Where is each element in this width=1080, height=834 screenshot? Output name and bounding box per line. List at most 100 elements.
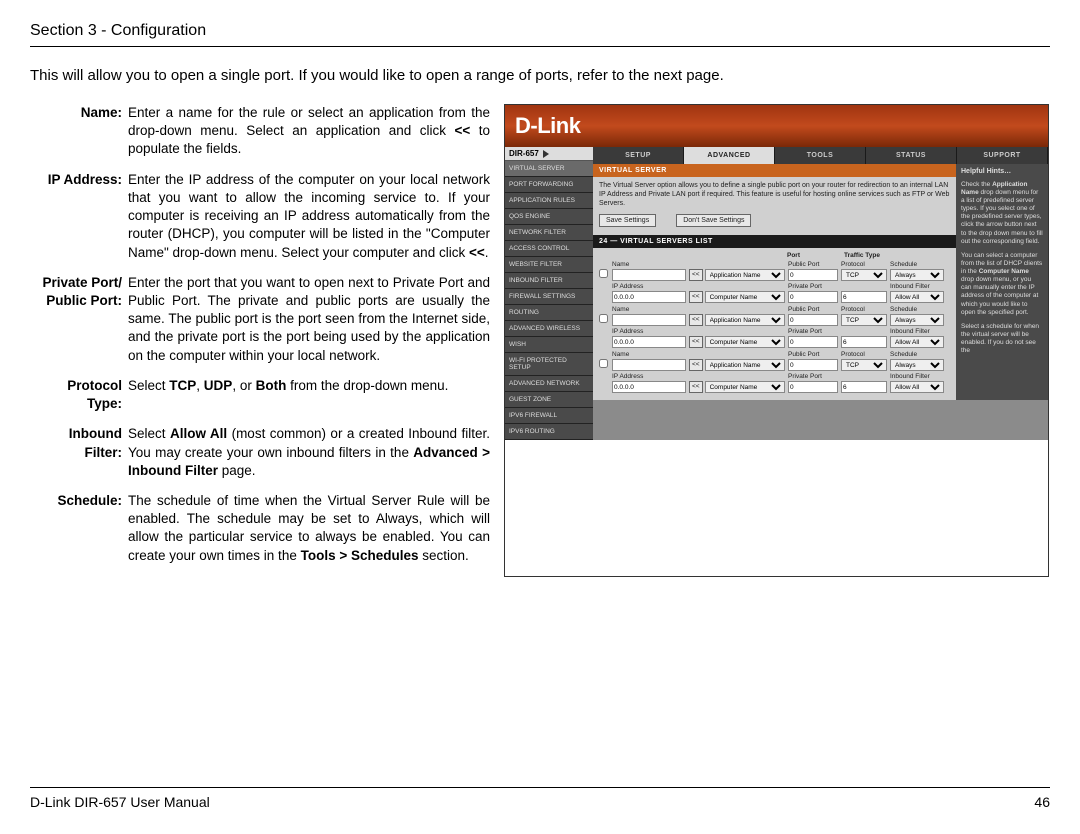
- name-label: Name: [612, 351, 686, 358]
- computer-copy-button[interactable]: <<: [689, 291, 703, 303]
- sidebar-item[interactable]: ROUTING: [505, 305, 593, 321]
- top-tab[interactable]: SUPPORT: [957, 147, 1048, 164]
- ip-label: IP Address: [612, 373, 686, 380]
- sidebar: DIR-657 VIRTUAL SERVERPORT FORWARDINGAPP…: [505, 147, 593, 440]
- def-label: Name:: [30, 104, 128, 159]
- schedule-select[interactable]: Always: [890, 359, 944, 371]
- def-label: Inbound Filter:: [30, 425, 128, 480]
- computer-select[interactable]: Computer Name: [705, 291, 785, 303]
- footer-manual-title: D-Link DIR-657 User Manual: [30, 794, 210, 810]
- application-select[interactable]: Application Name: [705, 269, 785, 281]
- def-text: The schedule of time when the Virtual Se…: [128, 492, 490, 565]
- name-input[interactable]: [612, 269, 686, 281]
- app-copy-button[interactable]: <<: [689, 359, 703, 371]
- top-tab[interactable]: SETUP: [593, 147, 684, 164]
- sidebar-item[interactable]: WEBSITE FILTER: [505, 257, 593, 273]
- row-enable-checkbox[interactable]: [599, 314, 608, 323]
- top-tab[interactable]: ADVANCED: [684, 147, 775, 164]
- schedule-select[interactable]: Always: [890, 269, 944, 281]
- private-port-input[interactable]: [788, 336, 838, 348]
- ip-input[interactable]: [612, 336, 686, 348]
- sidebar-item[interactable]: GUEST ZONE: [505, 392, 593, 408]
- private-port-label: Private Port: [788, 373, 838, 380]
- top-tab[interactable]: STATUS: [866, 147, 957, 164]
- def-label: Protocol Type:: [30, 377, 128, 413]
- sidebar-item[interactable]: VIRTUAL SERVER: [505, 161, 593, 177]
- description-text: The Virtual Server option allows you to …: [599, 182, 949, 207]
- hint-paragraph: Check the Application Name drop down men…: [961, 181, 1043, 246]
- computer-copy-button[interactable]: <<: [689, 336, 703, 348]
- schedule-label: Schedule: [890, 351, 944, 358]
- sidebar-item[interactable]: PORT FORWARDING: [505, 177, 593, 193]
- app-copy-button[interactable]: <<: [689, 269, 703, 281]
- ip-label: IP Address: [612, 283, 686, 290]
- column-header-traffic: Traffic Type: [844, 252, 880, 259]
- ip-input[interactable]: [612, 291, 686, 303]
- inbound-filter-label: Inbound Filter: [890, 373, 944, 380]
- private-port-input[interactable]: [788, 381, 838, 393]
- save-settings-button[interactable]: Save Settings: [599, 214, 656, 227]
- inbound-filter-label: Inbound Filter: [890, 328, 944, 335]
- protocol-select[interactable]: TCP: [841, 314, 887, 326]
- row-enable-checkbox[interactable]: [599, 269, 608, 278]
- row-enable-checkbox[interactable]: [599, 359, 608, 368]
- protocol-number-input[interactable]: [841, 381, 887, 393]
- hints-title: Helpful Hints…: [961, 168, 1043, 177]
- computer-select[interactable]: Computer Name: [705, 336, 785, 348]
- inbound-filter-select[interactable]: Allow All: [890, 336, 944, 348]
- description-box: The Virtual Server option allows you to …: [593, 177, 956, 235]
- public-port-label: Public Port: [788, 351, 838, 358]
- dont-save-settings-button[interactable]: Don't Save Settings: [676, 214, 751, 227]
- def-label: IP Address:: [30, 171, 128, 262]
- private-port-input[interactable]: [788, 291, 838, 303]
- private-port-label: Private Port: [788, 283, 838, 290]
- model-label: DIR-657: [505, 147, 593, 161]
- inbound-filter-select[interactable]: Allow All: [890, 291, 944, 303]
- ip-input[interactable]: [612, 381, 686, 393]
- protocol-number-input[interactable]: [841, 291, 887, 303]
- def-text: Enter the port that you want to open nex…: [128, 274, 490, 365]
- sidebar-item[interactable]: WI-FI PROTECTED SETUP: [505, 353, 593, 376]
- name-input[interactable]: [612, 314, 686, 326]
- virtual-server-row: NameIP Address <<Application Name <<Comp…: [599, 261, 950, 303]
- sidebar-item[interactable]: ACCESS CONTROL: [505, 241, 593, 257]
- protocol-select[interactable]: TCP: [841, 359, 887, 371]
- sidebar-item[interactable]: INBOUND FILTER: [505, 273, 593, 289]
- page-footer: D-Link DIR-657 User Manual 46: [30, 787, 1050, 810]
- protocol-label: Protocol: [841, 306, 887, 313]
- virtual-server-row: Name IP Address <<Application Name <<Comp…: [599, 306, 950, 348]
- sidebar-item[interactable]: FIREWALL SETTINGS: [505, 289, 593, 305]
- sidebar-item[interactable]: APPLICATION RULES: [505, 193, 593, 209]
- computer-copy-button[interactable]: <<: [689, 381, 703, 393]
- sidebar-item[interactable]: ADVANCED WIRELESS: [505, 321, 593, 337]
- application-select[interactable]: Application Name: [705, 314, 785, 326]
- def-text: Select TCP, UDP, or Both from the drop-d…: [128, 377, 490, 413]
- name-input[interactable]: [612, 359, 686, 371]
- public-port-input[interactable]: [788, 314, 838, 326]
- top-tab[interactable]: TOOLS: [775, 147, 866, 164]
- column-header-port: Port: [787, 252, 800, 259]
- hint-paragraph: Select a schedule for when the virtual s…: [961, 323, 1043, 356]
- schedule-label: Schedule: [890, 261, 944, 268]
- schedule-select[interactable]: Always: [890, 314, 944, 326]
- def-text: Enter the IP address of the computer on …: [128, 171, 490, 262]
- name-label: Name: [612, 306, 686, 313]
- sidebar-item[interactable]: ADVANCED NETWORK: [505, 376, 593, 392]
- public-port-input[interactable]: [788, 359, 838, 371]
- computer-select[interactable]: Computer Name: [705, 381, 785, 393]
- public-port-input[interactable]: [788, 269, 838, 281]
- ip-label: IP Address: [612, 328, 686, 335]
- sidebar-item[interactable]: IPV6 FIREWALL: [505, 408, 593, 424]
- section-title-bar: VIRTUAL SERVER: [593, 164, 956, 177]
- sidebar-item[interactable]: NETWORK FILTER: [505, 225, 593, 241]
- application-select[interactable]: Application Name: [705, 359, 785, 371]
- intro-text: This will allow you to open a single por…: [30, 67, 1050, 84]
- inbound-filter-select[interactable]: Allow All: [890, 381, 944, 393]
- sidebar-item[interactable]: QOS ENGINE: [505, 209, 593, 225]
- sidebar-item[interactable]: WISH: [505, 337, 593, 353]
- protocol-select[interactable]: TCP: [841, 269, 887, 281]
- protocol-number-input[interactable]: [841, 336, 887, 348]
- app-copy-button[interactable]: <<: [689, 314, 703, 326]
- virtual-servers-list: Port Traffic Type NameIP Address <<Appli…: [593, 248, 956, 400]
- sidebar-item[interactable]: IPV6 ROUTING: [505, 424, 593, 440]
